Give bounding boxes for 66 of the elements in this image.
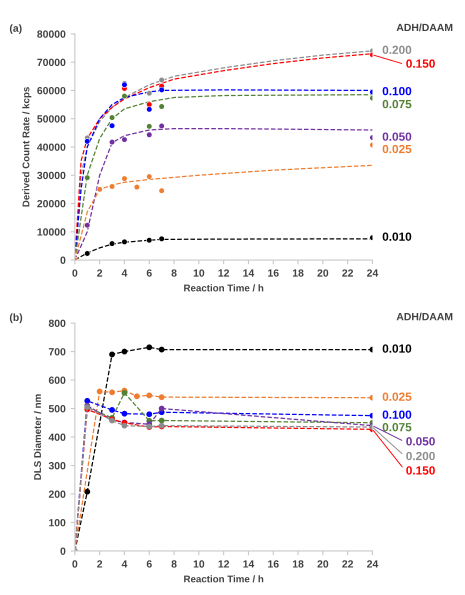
x-tick-label: 16 bbox=[268, 269, 279, 277]
series-label: 0.200 bbox=[382, 46, 412, 54]
y-tick-label: 400 bbox=[48, 434, 66, 441]
legend-title: ADH/DAAM bbox=[396, 24, 452, 32]
x-tick-label: 2 bbox=[97, 269, 102, 277]
x-tick-label: 4 bbox=[122, 269, 128, 277]
x-axis-title: Reaction Time / h bbox=[184, 284, 264, 292]
text: 0.010 bbox=[382, 232, 412, 241]
x-tick-label: 0 bbox=[72, 269, 78, 277]
x-tick-label: 10 bbox=[194, 560, 204, 568]
x-tick-label: 24 bbox=[367, 269, 378, 277]
y-axis-title: DLS Diameter / nm bbox=[34, 394, 42, 480]
legend-label: 0.075 bbox=[382, 422, 412, 432]
y-tick-label: 100 bbox=[49, 518, 66, 526]
x-tick-label: 8 bbox=[172, 560, 177, 568]
y-tick-label: 0 bbox=[60, 256, 66, 264]
y-tick-label: 600 bbox=[48, 376, 66, 384]
x-tick-label: 20 bbox=[317, 269, 328, 277]
x-tick-label: 12 bbox=[218, 269, 230, 277]
y-tick-label: 300 bbox=[48, 462, 66, 470]
y-tick-label: 70000 bbox=[37, 58, 66, 66]
y-tick-label: 40000 bbox=[37, 143, 66, 151]
x-tick-label: 4 bbox=[122, 560, 128, 568]
x-tick-label: 14 bbox=[243, 269, 254, 277]
text: 0.150 bbox=[406, 466, 435, 475]
chart-title: (b) bbox=[10, 313, 22, 324]
x-tick-label: 8 bbox=[172, 269, 177, 277]
x-tick-label: 2 bbox=[97, 560, 102, 568]
x-tick-label: 12 bbox=[218, 560, 230, 568]
chart-title: (a) bbox=[10, 24, 22, 34]
y-tick-label: 0 bbox=[60, 547, 66, 555]
text: 0.200 bbox=[406, 452, 435, 460]
y-tick-label: 800 bbox=[48, 320, 66, 327]
text: 0.050 bbox=[382, 132, 412, 141]
text: 0.025 bbox=[382, 144, 412, 154]
x-tick-label: 24 bbox=[367, 560, 378, 568]
y-tick-label: 10000 bbox=[38, 228, 66, 236]
x-axis-title: Reaction Time / h bbox=[184, 575, 264, 583]
text: 0.075 bbox=[382, 100, 412, 108]
y-tick-label: 80000 bbox=[37, 30, 66, 38]
x-tick-label: 18 bbox=[292, 269, 304, 277]
x-tick-label: 6 bbox=[146, 269, 152, 277]
y-tick-label: 60000 bbox=[37, 86, 66, 94]
x-tick-label: 22 bbox=[342, 560, 354, 568]
y-tick-label: 700 bbox=[48, 348, 66, 356]
x-tick-label: 0 bbox=[72, 560, 78, 568]
y-tick-label: 500 bbox=[48, 405, 66, 412]
legend-label: 0.050 bbox=[406, 437, 435, 446]
legend-title: ADH/DAAM bbox=[396, 312, 452, 320]
y-axis-title: Derived Count Rate / kcps bbox=[22, 87, 32, 207]
legend-label: 0.150 bbox=[406, 59, 435, 68]
x-tick-label: 6 bbox=[146, 560, 152, 568]
y-tick-label: 200 bbox=[48, 490, 66, 498]
legend-label: 0.010 bbox=[382, 344, 412, 353]
text: 0.100 bbox=[382, 86, 412, 96]
legend-label: 0.100 bbox=[382, 410, 412, 419]
y-tick-label: 20000 bbox=[37, 200, 66, 208]
y-tick-label: 50000 bbox=[37, 115, 66, 123]
legend-label: 0.025 bbox=[382, 392, 412, 401]
x-tick-label: 16 bbox=[268, 560, 279, 568]
x-tick-label: 10 bbox=[194, 269, 204, 277]
x-tick-label: 22 bbox=[342, 269, 354, 277]
x-tick-label: 20 bbox=[317, 560, 328, 568]
y-tick-label: 30000 bbox=[37, 172, 66, 180]
x-tick-label: 18 bbox=[292, 560, 304, 568]
x-tick-label: 14 bbox=[243, 560, 254, 568]
